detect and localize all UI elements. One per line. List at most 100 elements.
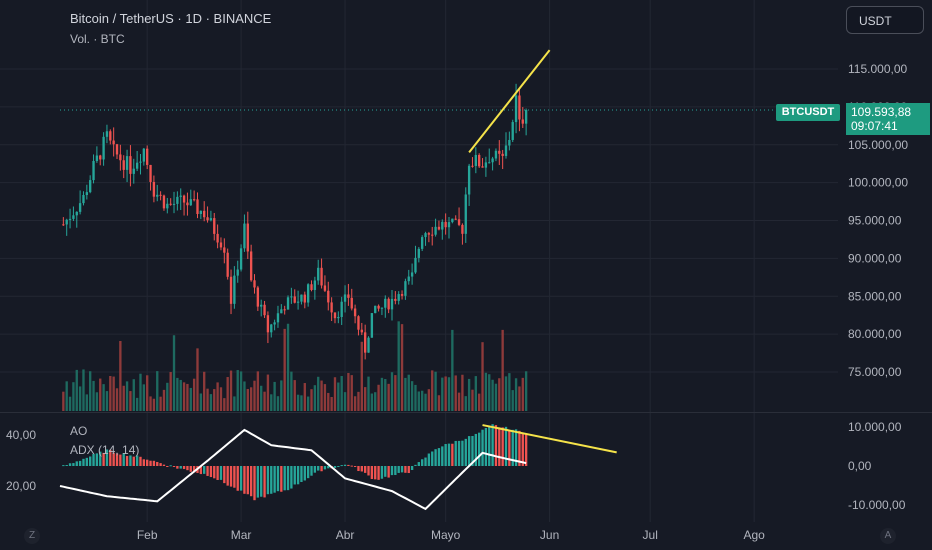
zoom-reset-button[interactable]: Z	[24, 528, 40, 544]
candle-body	[159, 194, 162, 196]
ao-bar	[494, 425, 498, 466]
ao-bar	[481, 429, 484, 466]
candle-body	[511, 122, 514, 140]
ao-bar	[249, 466, 253, 497]
volume-bar	[320, 380, 323, 411]
volume-bar	[384, 379, 387, 411]
volume-bar	[461, 374, 464, 411]
candle-body	[216, 233, 219, 243]
volume-bar	[518, 386, 521, 411]
candle-body	[263, 304, 266, 316]
ao-indicator-label[interactable]: AO	[70, 424, 88, 438]
candle-body	[407, 276, 410, 282]
ao-bar	[102, 452, 105, 466]
time-tick-label: Ago	[743, 528, 765, 542]
ao-bar	[65, 465, 68, 467]
candle-body	[491, 158, 494, 163]
candle-body	[256, 287, 260, 307]
ao-bar	[75, 461, 78, 466]
volume-bar	[256, 371, 260, 411]
volume-bar	[444, 376, 447, 411]
candle-body	[122, 160, 125, 170]
candle-body	[518, 95, 521, 120]
ao-bar	[216, 466, 219, 480]
ao-bar	[387, 466, 390, 478]
candle-body	[172, 203, 176, 205]
ao-bar	[461, 440, 464, 466]
auto-scale-button[interactable]: A	[880, 528, 896, 544]
chart-title: Bitcoin / TetherUS · 1D · BINANCE	[70, 11, 272, 26]
ao-bar	[176, 466, 179, 469]
ao-bar	[159, 463, 162, 466]
volume-bar	[246, 388, 249, 411]
volume-bar	[390, 372, 394, 411]
ao-bar	[213, 466, 216, 479]
candle-body	[65, 219, 68, 225]
volume-bar	[105, 391, 109, 411]
candle-body	[441, 221, 444, 230]
volume-bar	[166, 382, 169, 411]
candle-body	[300, 294, 303, 302]
volume-bar	[467, 378, 471, 411]
volume-bar	[363, 387, 367, 411]
candle-body	[384, 298, 387, 308]
candle-body	[494, 150, 498, 159]
candle-body	[249, 251, 253, 281]
candle-body	[253, 280, 256, 288]
ao-bar	[367, 466, 370, 476]
volume-bar	[209, 394, 213, 411]
ao-bar	[89, 456, 92, 466]
ao-bar	[484, 427, 488, 466]
candle-body	[404, 281, 407, 296]
ao-bar	[266, 466, 270, 495]
volume-bar	[199, 393, 203, 411]
ao-bar	[68, 463, 72, 466]
ao-bar	[478, 432, 481, 466]
candle-body	[203, 210, 206, 218]
candle-body	[95, 155, 99, 161]
volume-bar	[236, 370, 239, 411]
ao-bar	[189, 466, 192, 472]
volume-bar	[367, 376, 370, 411]
volume-bar	[112, 376, 115, 411]
ao-bar	[135, 455, 139, 466]
volume-bar	[404, 377, 407, 411]
volume-bar	[303, 383, 306, 411]
ao-bar	[353, 466, 357, 467]
candle-body	[427, 233, 431, 235]
ao-bar	[199, 466, 203, 475]
candle-body	[397, 294, 400, 301]
candle-body	[514, 95, 518, 123]
candle-body	[467, 165, 471, 195]
ao-bar	[78, 460, 82, 466]
volume-bar	[427, 389, 431, 411]
currency-button[interactable]: USDT	[846, 6, 924, 34]
ao-bar	[229, 466, 233, 487]
volume-bar	[511, 390, 514, 411]
ao-bar	[306, 466, 310, 479]
time-tick-label: Feb	[137, 528, 158, 542]
volume-bar	[400, 324, 404, 411]
volume-bar	[491, 379, 494, 411]
candle-body	[182, 195, 186, 203]
ao-bar	[129, 455, 132, 466]
volume-bar	[95, 392, 99, 411]
price-tick-label: 100.000,00	[848, 176, 908, 190]
volume-bar	[481, 342, 484, 411]
candle-body	[414, 257, 417, 273]
ao-bar	[397, 466, 400, 473]
adx-indicator-label[interactable]: ADX (14, 14)	[70, 443, 140, 457]
volume-bar	[474, 376, 478, 411]
ao-bar	[471, 435, 474, 466]
ao-bar	[407, 466, 410, 474]
volume-bar	[186, 383, 189, 411]
volume-bar	[270, 394, 273, 411]
candle-body	[115, 144, 119, 155]
ao-bar	[182, 466, 186, 470]
candle-body	[387, 298, 390, 310]
volume-bar	[182, 382, 186, 411]
price-tick-label: 75.000,00	[848, 365, 902, 379]
ao-bar	[347, 464, 350, 466]
volume-bar	[119, 340, 122, 411]
